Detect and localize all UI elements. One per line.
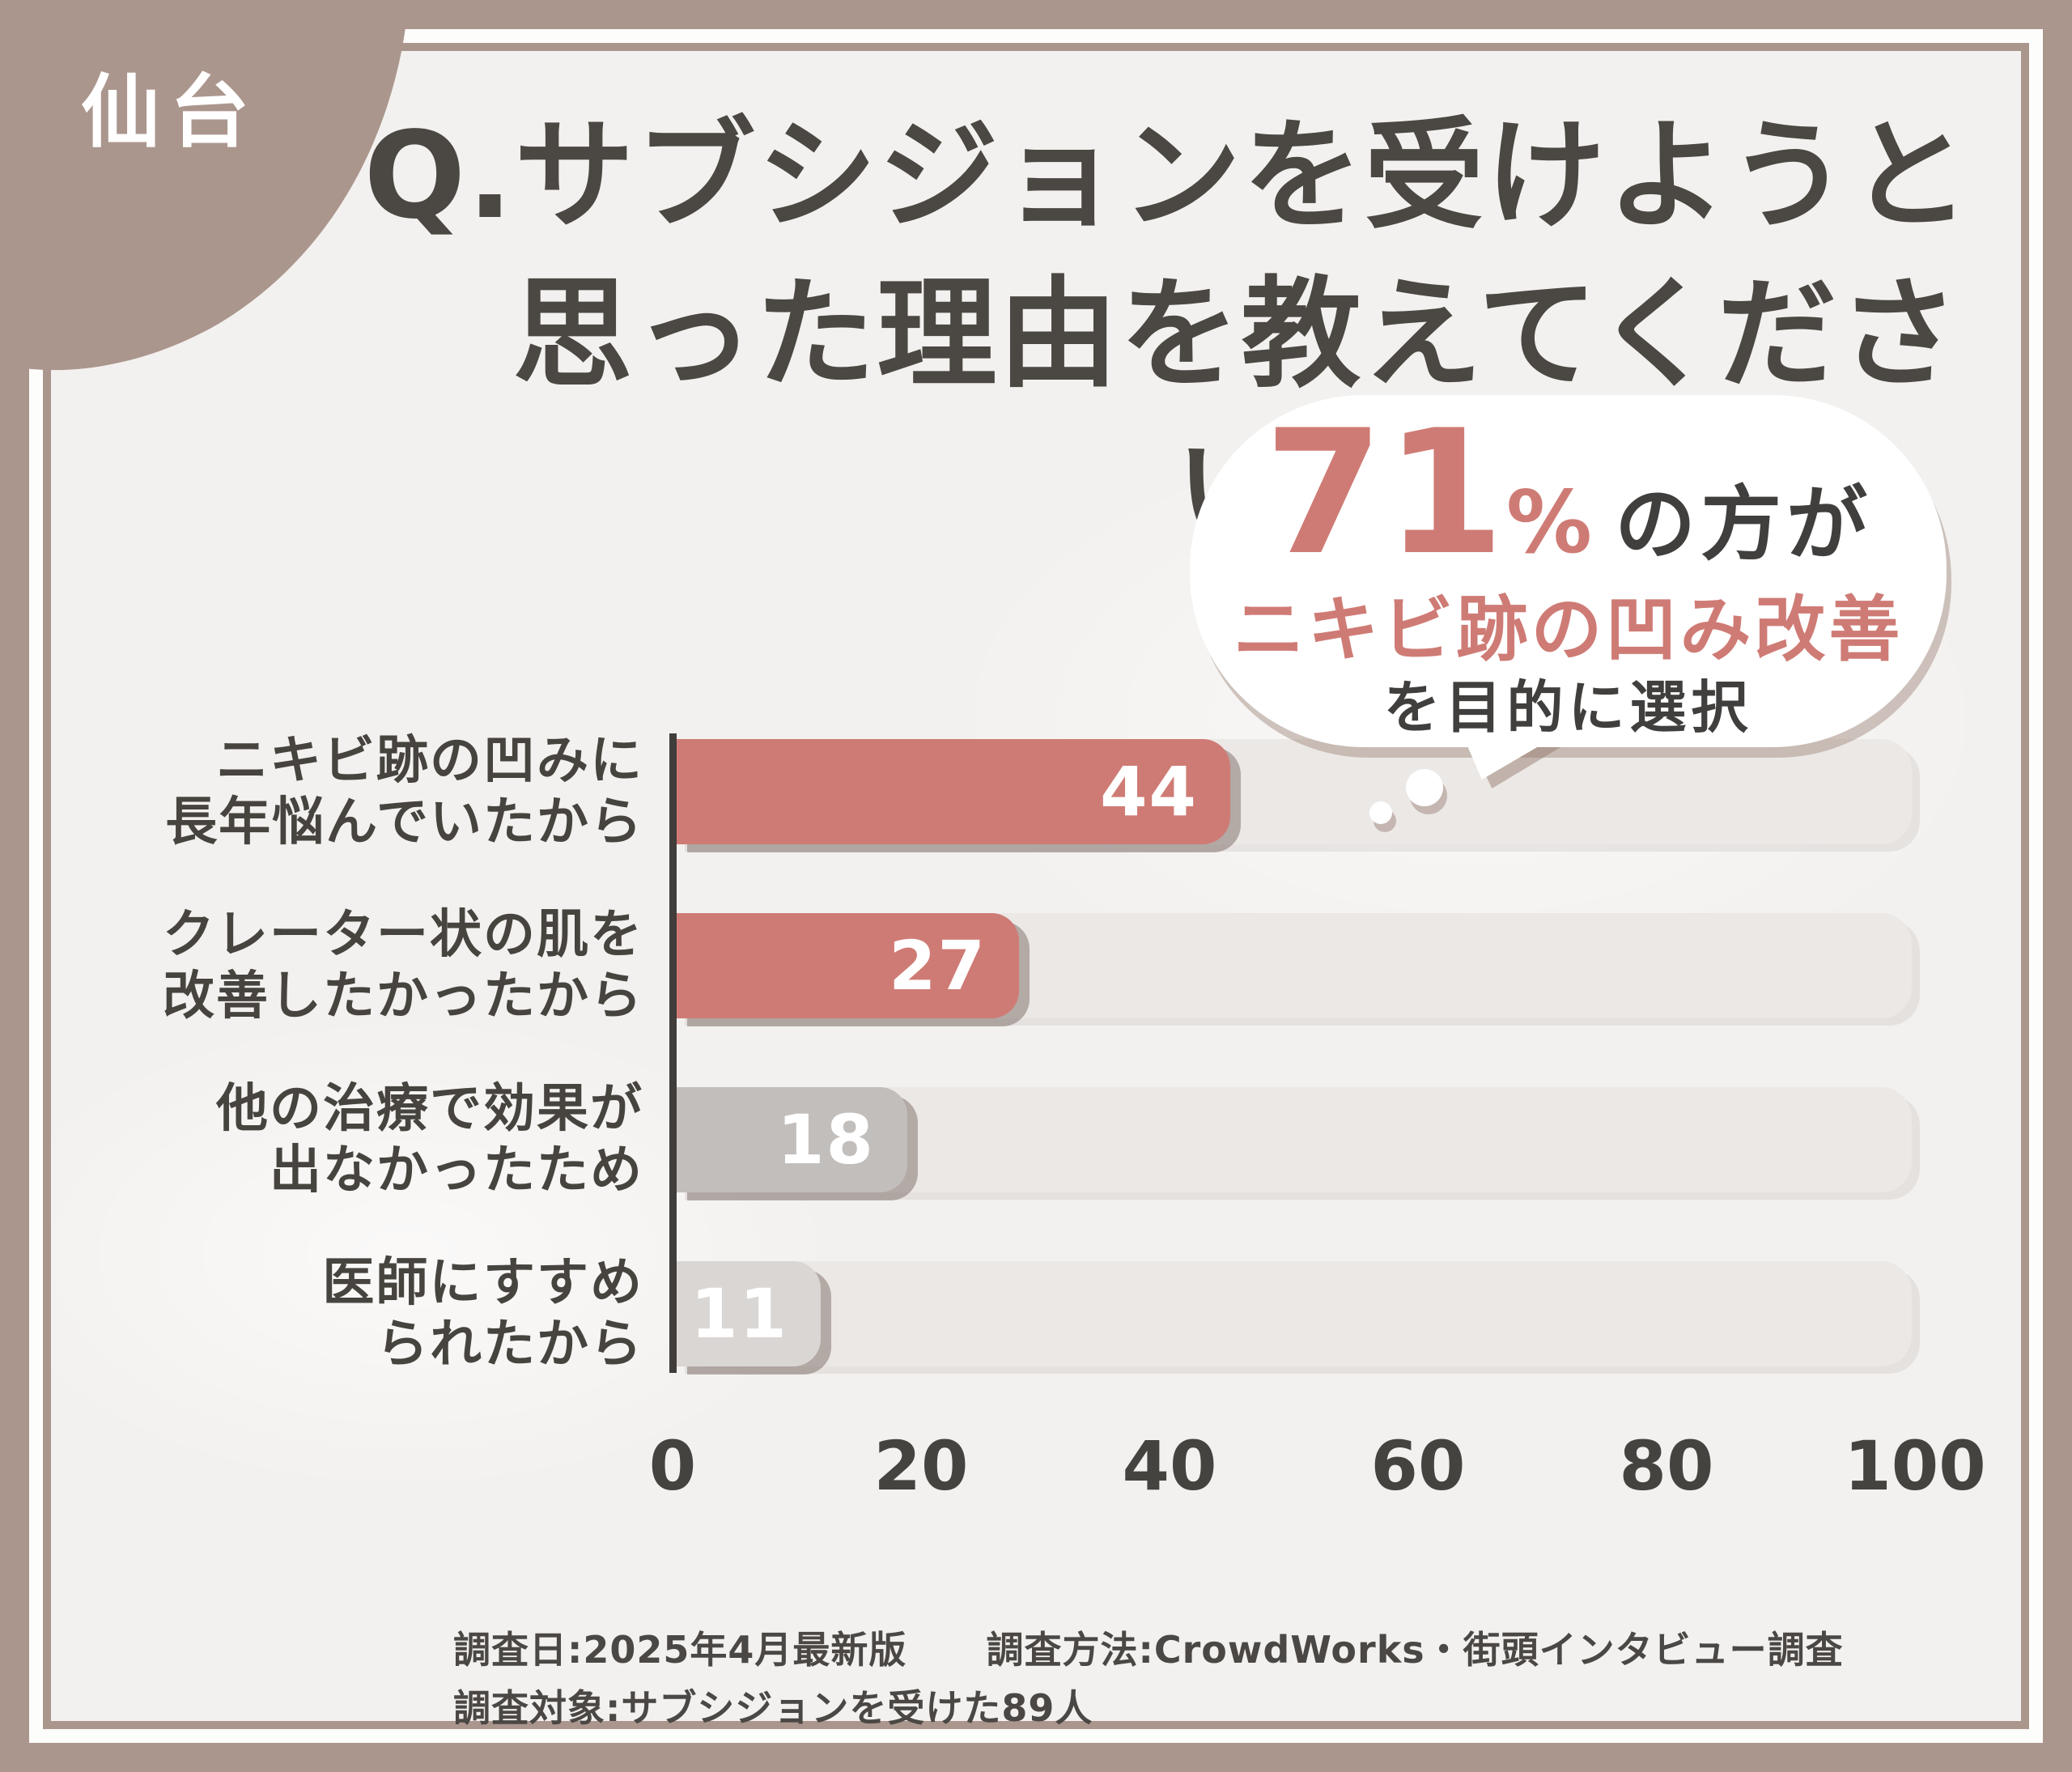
x-tick-label: 20: [873, 1426, 969, 1506]
footnote-row1: 調査日:2025年4月最新版 調査方法:CrowdWorks・街頭インタビュー調…: [453, 1621, 1844, 1679]
x-tick-label: 60: [1370, 1426, 1466, 1506]
bar-label-line: ニキビ跡の凹みに: [216, 731, 643, 791]
bar-label-line: 改善したかったから: [163, 967, 643, 1026]
thought-bubble-circle-large: [1406, 769, 1443, 806]
bar-label-line: られたから: [376, 1315, 643, 1375]
bar-label-line: 出なかったため: [270, 1141, 643, 1200]
corner-badge-blob: 仙台: [0, 0, 409, 371]
bar-label-line: 医師にすすめ: [322, 1253, 643, 1313]
bar-fill: 44: [677, 739, 1230, 844]
bubble-purpose-text: を目的に選択: [1383, 674, 1753, 741]
x-tick-label: 100: [1844, 1426, 1986, 1506]
bar-value: 27: [889, 926, 987, 1005]
x-tick-label: 0: [648, 1426, 697, 1506]
bar-label: 他の治療で効果が 出なかったため: [57, 1078, 643, 1201]
bubble-stat-row: 71% の方が: [1264, 406, 1873, 579]
bar-label: ニキビ跡の凹みに 長年悩んでいたから: [57, 730, 643, 853]
corner-badge: 仙台: [0, 0, 413, 380]
survey-subjects: 調査対象:サブシジョンを受けた89人: [453, 1686, 1093, 1730]
page-title-line2: 思った理由を教えてください: [512, 265, 1960, 563]
bar-fill: 27: [677, 913, 1019, 1018]
content-background: [51, 51, 2021, 1721]
bar-label-line: クレーター状の肌を: [163, 905, 643, 965]
bubble-highlight-text: ニキビ跡の凹み改善: [1233, 587, 1904, 671]
survey-footnote: 調査日:2025年4月最新版 調査方法:CrowdWorks・街頭インタビュー調…: [453, 1621, 1844, 1737]
survey-date: 調査日:2025年4月最新版: [453, 1628, 907, 1672]
bar-track: [677, 1261, 1912, 1366]
bar-label: 医師にすすめ られたから: [57, 1252, 643, 1375]
badge-label: 仙台: [81, 66, 259, 159]
stat-number: 71: [1263, 392, 1506, 593]
y-axis-line: [669, 733, 677, 1373]
bar-label-line: 他の治療で効果が: [216, 1079, 643, 1139]
bar-value: 18: [777, 1100, 875, 1179]
page-title-line1: Q.サブシジョンを受けようと: [363, 106, 1972, 245]
x-tick-label: 80: [1619, 1426, 1714, 1506]
highlight-speech-bubble: 71% の方が ニキビ跡の凹み改善 を目的に選択: [1190, 395, 1947, 747]
bar-label: クレーター状の肌を 改善したかったから: [57, 904, 643, 1027]
bar-value: 11: [690, 1274, 788, 1353]
thought-bubble-circle-small: [1369, 801, 1392, 824]
stat-percentage: 71%: [1264, 406, 1594, 579]
bar-fill: 18: [677, 1087, 907, 1192]
stat-suffix: の方が: [1615, 476, 1873, 572]
page-title: Q.サブシジョンを受けようと 思った理由を教えてください: [324, 96, 2011, 572]
bar-label-line: 長年悩んでいたから: [165, 793, 643, 852]
stat-unit: %: [1505, 472, 1594, 572]
x-tick-label: 40: [1122, 1426, 1217, 1506]
survey-method: 調査方法:CrowdWorks・街頭インタビュー調査: [986, 1628, 1844, 1672]
bar-value: 44: [1100, 752, 1198, 831]
bar-fill: 11: [677, 1261, 821, 1366]
